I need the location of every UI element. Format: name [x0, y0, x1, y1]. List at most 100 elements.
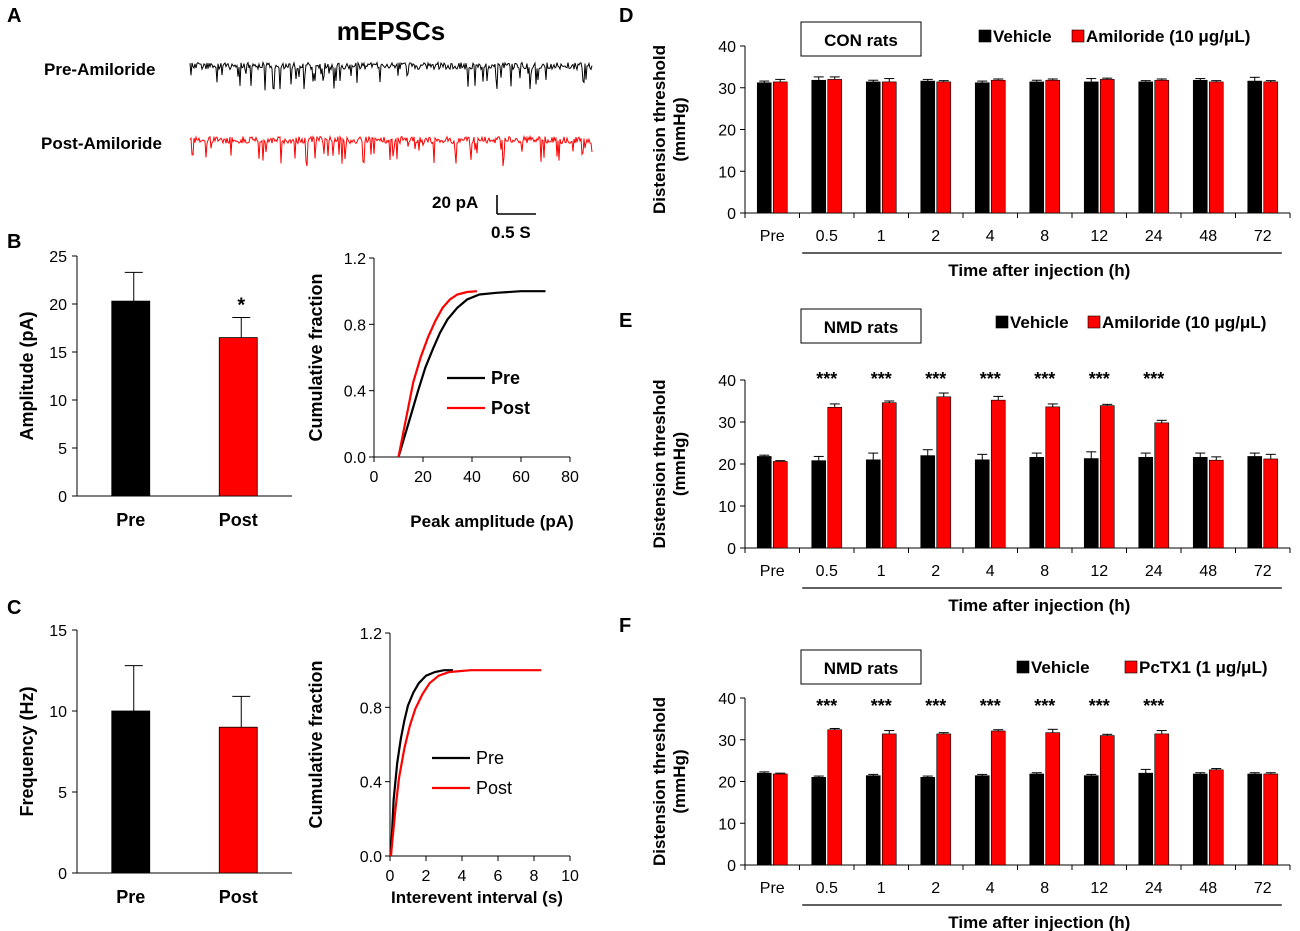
bar-pre	[111, 300, 151, 497]
y-tick-label: 0	[58, 489, 67, 506]
group-label: CON rats	[824, 31, 898, 50]
y-axis-label-line1: Distension threshold	[650, 45, 669, 214]
bar-drug	[827, 406, 843, 549]
group-label: NMD rats	[824, 659, 899, 678]
x-category-label: 12	[1090, 563, 1108, 580]
x-category-label: 2	[931, 880, 940, 897]
bar-drug	[881, 402, 897, 549]
legend-label-post: Post	[476, 778, 512, 798]
x-tick-label: 0	[370, 469, 379, 486]
significance-marker: ***	[925, 696, 946, 716]
bar-drug	[990, 399, 1006, 549]
x-category-label: 12	[1090, 228, 1108, 245]
x-category-label: 24	[1145, 228, 1163, 245]
significance-marker: ***	[1089, 696, 1110, 716]
bar-drug	[936, 396, 952, 549]
group-label-box	[800, 308, 922, 344]
bar-vehicle	[811, 777, 827, 866]
y-tick-label: 5	[58, 441, 67, 458]
x-tick-label: 80	[561, 469, 579, 486]
y-axis-label-line1: Distension threshold	[650, 697, 669, 866]
bar-vehicle	[920, 455, 936, 549]
x-category-label: 48	[1199, 563, 1217, 580]
bar-drug	[936, 81, 952, 214]
significance-marker: ***	[1089, 369, 1110, 389]
post-amiloride-label: Post-Amiloride	[41, 134, 162, 153]
amplitude-bar-chart: 0 5 10 15 20 25 Pre Post * Amplitude (pA)	[17, 249, 292, 530]
group-label: NMD rats	[824, 318, 899, 337]
y-axis-label-line2: (mmHg)	[670, 749, 689, 813]
bar-vehicle	[1083, 775, 1099, 866]
significance-marker: ***	[980, 369, 1001, 389]
bar-pre	[111, 710, 151, 874]
y-tick-label: 15	[49, 623, 67, 640]
y-axis-label: Amplitude (pA)	[17, 312, 37, 441]
x-category-label: Pre	[760, 228, 785, 245]
y-tick-label: 0.8	[360, 700, 382, 717]
y-axis-label-line1: Distension threshold	[650, 379, 669, 548]
y-tick-label: 10	[49, 704, 67, 721]
bar-drug	[1154, 733, 1170, 866]
y-tick-label: 0	[727, 206, 736, 223]
significance-marker: ***	[816, 696, 837, 716]
group-label-box	[800, 21, 922, 57]
x-category-label: 8	[1040, 228, 1049, 245]
significance-marker: ***	[1034, 696, 1055, 716]
panel-label-a: A	[7, 5, 21, 27]
x-category-label: Pre	[116, 510, 145, 530]
bar-vehicle	[1083, 458, 1099, 549]
bar-drug	[881, 733, 897, 866]
bar-vehicle	[974, 459, 990, 549]
x-category-label: 48	[1199, 880, 1217, 897]
y-axis-label: Cumulative fraction	[306, 273, 326, 441]
x-tick-label: 2	[422, 868, 431, 885]
bar-drug	[1045, 79, 1061, 214]
y-tick-label: 10	[718, 499, 736, 516]
bar-drug	[1045, 406, 1061, 549]
legend-label-pre: Pre	[476, 748, 504, 768]
bar-drug	[881, 81, 897, 214]
y-tick-label: 0.0	[360, 849, 382, 866]
bar-vehicle	[865, 775, 881, 866]
y-tick-label: 1.2	[344, 251, 366, 268]
x-category-label: 4	[986, 880, 995, 897]
bar-vehicle	[811, 79, 827, 214]
scale-bar	[496, 195, 536, 215]
series-line-post	[397, 290, 477, 458]
x-category-label: Post	[219, 887, 258, 907]
legend-label-drug: Amiloride (10 μg/μL)	[1086, 27, 1250, 46]
significance-marker: *	[237, 294, 245, 316]
x-category-label: 72	[1254, 228, 1272, 245]
y-axis-label: Frequency (Hz)	[17, 686, 37, 816]
bar-vehicle	[1029, 456, 1045, 549]
x-category-label: Post	[219, 510, 258, 530]
x-category-label: 0.5	[816, 880, 838, 897]
x-category-label: 0.5	[816, 563, 838, 580]
legend-label-drug: PcTX1 (1 μg/μL)	[1139, 658, 1268, 677]
x-category-label: Pre	[760, 563, 785, 580]
post-amiloride-trace	[189, 134, 593, 167]
bar-drug	[1045, 732, 1061, 866]
legend-swatch-drug	[1071, 29, 1085, 43]
y-tick-label: 30	[718, 733, 736, 750]
y-tick-label: 40	[718, 691, 736, 708]
x-tick-label: 10	[561, 868, 579, 885]
significance-marker: ***	[980, 696, 1001, 716]
y-tick-label: 40	[718, 39, 736, 56]
x-tick-label: 8	[530, 868, 539, 885]
bar-drug	[1208, 81, 1224, 214]
x-tick-label: 4	[458, 868, 467, 885]
bar-drug	[1154, 422, 1170, 549]
x-category-label: Pre	[116, 887, 145, 907]
bar-drug	[1099, 405, 1115, 549]
bar-vehicle	[811, 460, 827, 549]
significance-marker: ***	[1143, 696, 1164, 716]
x-category-label: 1	[877, 880, 886, 897]
legend-label-vehicle: Vehicle	[1010, 313, 1069, 332]
x-category-label: 2	[931, 228, 940, 245]
x-axis-label: Interevent interval (s)	[391, 888, 563, 907]
y-tick-label: 10	[718, 816, 736, 833]
legend-swatch-vehicle	[995, 315, 1009, 329]
